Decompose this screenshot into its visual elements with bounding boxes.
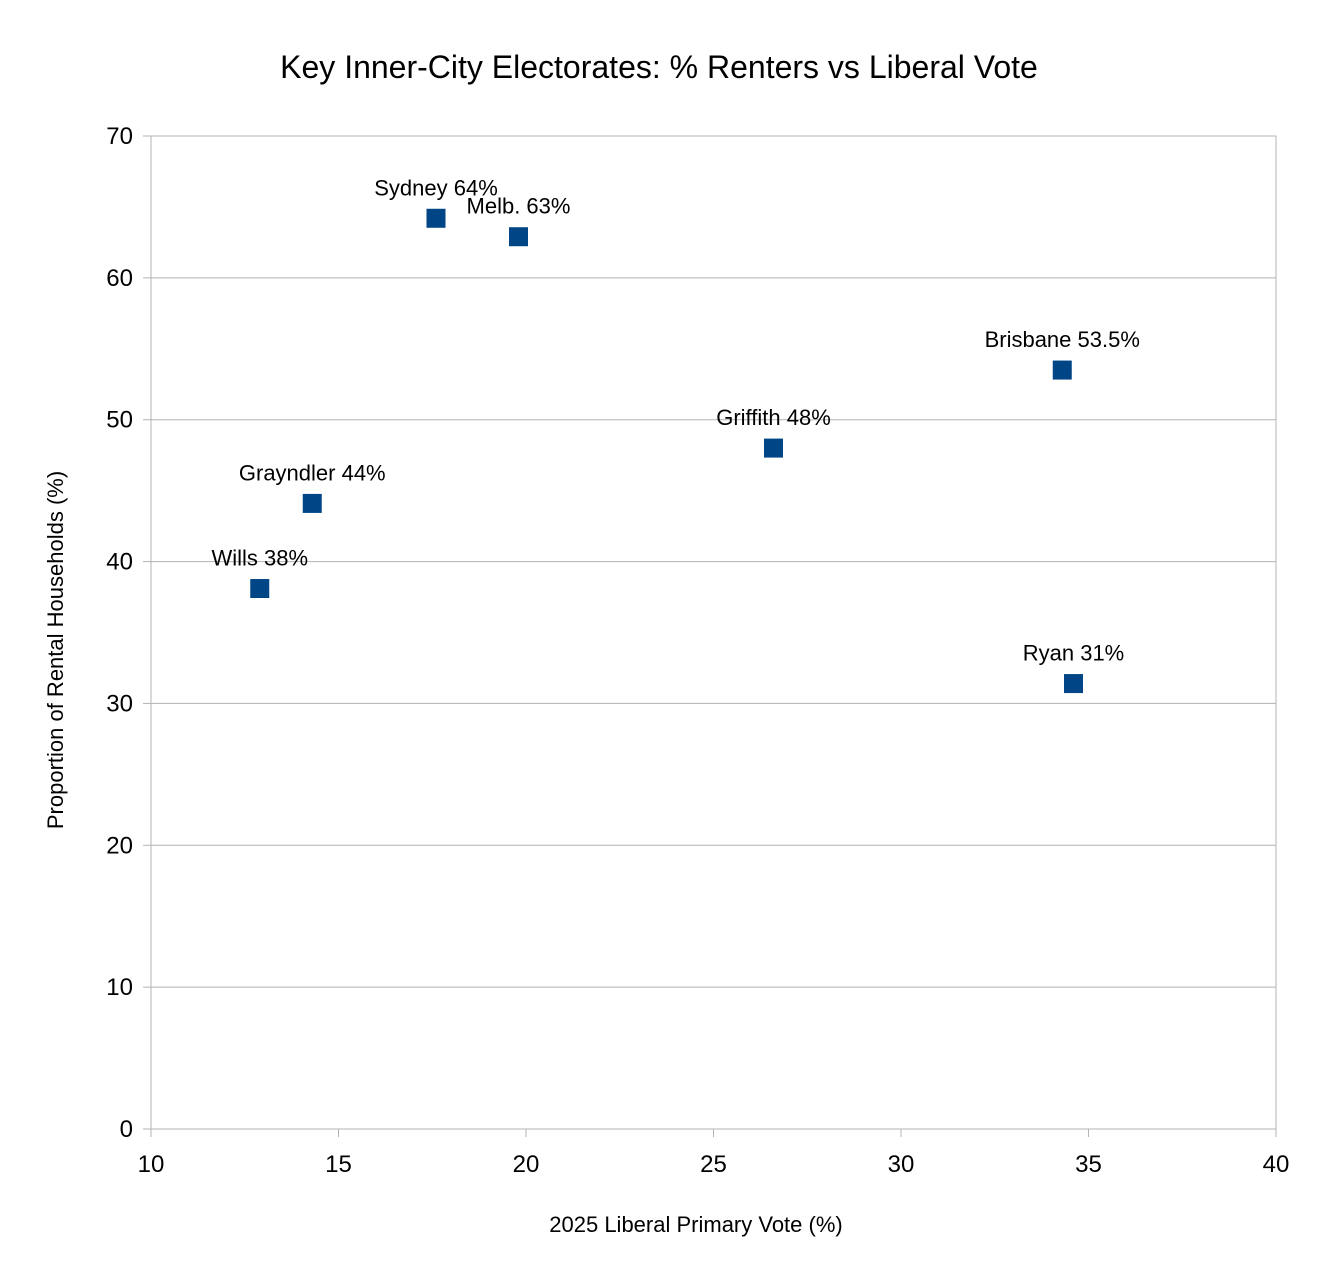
- y-tick-label: 50: [106, 407, 133, 434]
- data-label: Melb. 63%: [467, 194, 571, 219]
- y-tick-label: 10: [106, 974, 133, 1001]
- data-point: [1064, 674, 1083, 694]
- data-label: Wills 38%: [211, 546, 308, 571]
- y-tick-label: 30: [106, 690, 133, 717]
- x-tick-label: 20: [513, 1151, 540, 1178]
- x-tick-label: 40: [1263, 1151, 1290, 1178]
- data-point: [1052, 360, 1072, 380]
- x-tick-label: 30: [888, 1151, 915, 1178]
- data-label: Griffith 48%: [716, 405, 831, 430]
- data-label: Ryan 31%: [1023, 641, 1125, 666]
- x-tick-label: 35: [1075, 1151, 1102, 1178]
- y-tick-label: 20: [106, 832, 133, 859]
- plot-area: [150, 135, 1277, 1130]
- x-tick-label: 10: [138, 1151, 165, 1178]
- data-point: [764, 438, 783, 458]
- data-labels: Sydney 64%Melb. 63% Brisbane 53.5% Griffit…: [211, 175, 1139, 665]
- data-point: [509, 227, 528, 247]
- y-tick-label: 0: [120, 1116, 133, 1143]
- data-label: Grayndler 44%: [239, 460, 386, 485]
- x-tick-label: 25: [700, 1151, 727, 1178]
- data-label: Sydney 64%: [374, 175, 498, 200]
- x-axis-title: 2025 Liberal Primary Vote (%): [549, 1212, 842, 1237]
- data-points: [250, 208, 1083, 694]
- y-tick-label: 40: [106, 549, 133, 576]
- data-point: [250, 579, 270, 599]
- x-axis: 10 15 20 25 30 35 40: [138, 1129, 1290, 1178]
- data-point: [302, 493, 322, 513]
- data-point: [426, 208, 446, 228]
- y-axis-title: Proportion of Rental Households (%): [43, 471, 68, 829]
- x-tick-label: 15: [325, 1151, 352, 1178]
- y-tick-label: 60: [106, 265, 133, 292]
- chart-title: Key Inner-City Electorates: % Renters vs…: [280, 49, 1038, 85]
- data-label: Brisbane 53.5%: [985, 327, 1140, 352]
- gridlines: [151, 135, 1276, 1130]
- y-axis: 0 10 20 30 40 50 60 70: [106, 123, 151, 1143]
- y-tick-label: 70: [106, 123, 133, 150]
